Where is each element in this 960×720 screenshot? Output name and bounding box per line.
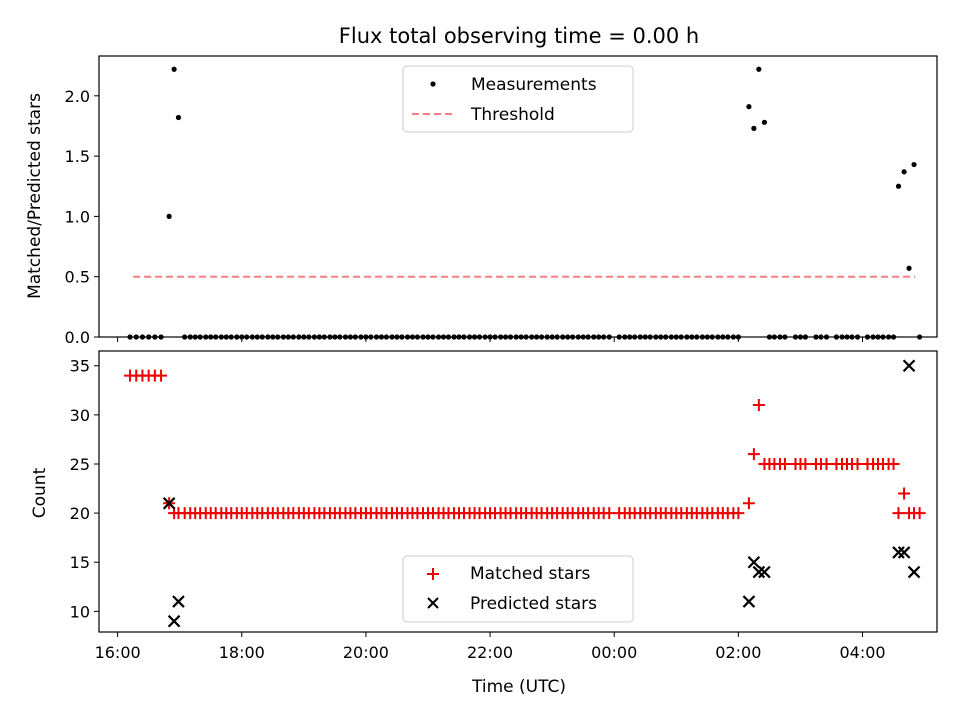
predicted-star-point bbox=[747, 555, 761, 569]
bottom-xtick-label: 16:00 bbox=[95, 643, 141, 662]
legend-measurements-marker bbox=[430, 81, 436, 87]
bottom-xtick-label: 04:00 bbox=[839, 643, 885, 662]
bottom-ytick-label: 35 bbox=[70, 357, 90, 376]
predicted-star-point bbox=[892, 546, 905, 559]
bottom-xtick-label: 18:00 bbox=[219, 643, 265, 662]
bottom-plot-area: 10 15 20 25 30 35 16:00 18:00 20:00 22:00 00:00 02:… bbox=[70, 357, 926, 662]
measurement-point bbox=[175, 114, 182, 121]
bottom-ytick-label: 20 bbox=[70, 504, 90, 523]
top-ytick-label: 1.0 bbox=[65, 207, 90, 226]
predicted-star-point bbox=[162, 497, 176, 510]
matched-star-point bbox=[732, 507, 745, 520]
matched-star-point bbox=[898, 487, 911, 500]
bottom-ytick-label: 30 bbox=[70, 406, 90, 425]
predicted-star-point bbox=[758, 565, 771, 579]
legend-matched-marker bbox=[427, 568, 439, 580]
predicted-star-point bbox=[897, 546, 911, 559]
matched-star-point bbox=[742, 497, 755, 510]
matched-star-point bbox=[778, 457, 791, 470]
bottom-ylabel: Count bbox=[30, 467, 50, 518]
top-ytick-label: 1.5 bbox=[65, 147, 90, 166]
measurement-point bbox=[746, 104, 752, 110]
measurement-point bbox=[901, 169, 907, 175]
bottom-axes-frame bbox=[98, 350, 938, 633]
top-panel: Flux total observing time = 0.00 h Match… bbox=[25, 24, 938, 347]
matched-star-point bbox=[892, 507, 905, 520]
top-ytick-label: 0.5 bbox=[65, 268, 90, 287]
top-axes-frame bbox=[98, 55, 938, 338]
legend-measurements-label: Measurements bbox=[471, 75, 597, 95]
top-ytick-label: 2.0 bbox=[65, 87, 90, 106]
predicted-star-point bbox=[907, 565, 921, 579]
matched-star-point bbox=[887, 457, 900, 470]
measurement-point bbox=[906, 265, 912, 271]
predicted-star-point bbox=[752, 565, 766, 579]
bottom-ytick-label: 25 bbox=[70, 455, 90, 474]
matched-star-point bbox=[747, 448, 760, 461]
matched-star-point bbox=[913, 507, 926, 520]
bottom-xtick-label: 00:00 bbox=[591, 643, 637, 662]
bottom-xlabel: Time (UTC) bbox=[471, 677, 566, 697]
bottom-xtick-label: 02:00 bbox=[715, 643, 761, 662]
bottom-ytick-label: 15 bbox=[70, 553, 90, 572]
bottom-ytick-label: 10 bbox=[70, 602, 90, 621]
measurement-point bbox=[756, 66, 762, 72]
legend-matched-label: Matched stars bbox=[470, 564, 590, 584]
bottom-xtick-label: 20:00 bbox=[343, 643, 389, 662]
measurement-point bbox=[761, 119, 768, 125]
legend-predicted-label: Predicted stars bbox=[470, 594, 597, 614]
matched-star-point bbox=[155, 369, 168, 382]
bottom-panel: Count Time (UTC) 10 15 20 25 30 35 16:00 18:00 2… bbox=[30, 350, 938, 697]
chart-title: Flux total observing time = 0.00 h bbox=[339, 24, 699, 48]
top-legend: Measurements Threshold bbox=[402, 65, 634, 133]
measurement-point bbox=[911, 161, 917, 168]
bottom-xtick-label: 22:00 bbox=[467, 643, 513, 662]
measurement-point bbox=[895, 183, 902, 189]
predicted-star-point bbox=[902, 359, 916, 373]
matched-star-point bbox=[799, 457, 812, 470]
top-ylabel: Matched/Predicted stars bbox=[25, 93, 45, 299]
bottom-legend: Matched stars Predicted stars bbox=[402, 555, 634, 623]
predicted-star-point bbox=[167, 614, 181, 628]
predicted-star-point bbox=[172, 595, 185, 608]
top-ytick-label: 0.0 bbox=[65, 328, 90, 347]
measurement-point bbox=[751, 125, 757, 131]
top-legend-box bbox=[402, 65, 634, 133]
measurement-point bbox=[166, 213, 172, 219]
legend-predicted-marker bbox=[427, 597, 439, 609]
legend-threshold-label: Threshold bbox=[470, 105, 555, 125]
matched-star-point bbox=[752, 399, 765, 412]
bottom-legend-box bbox=[402, 555, 634, 623]
measurement-point bbox=[171, 66, 177, 72]
predicted-star-point bbox=[742, 595, 756, 608]
